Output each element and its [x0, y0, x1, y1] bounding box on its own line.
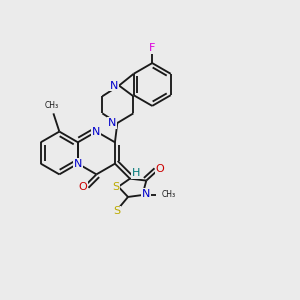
Text: CH₃: CH₃ [45, 100, 59, 109]
Text: N: N [142, 188, 150, 199]
Text: H: H [132, 168, 140, 178]
Text: N: N [108, 118, 116, 128]
Text: N: N [92, 127, 100, 136]
Text: S: S [112, 182, 120, 192]
Text: S: S [113, 206, 120, 217]
Text: N: N [74, 159, 82, 169]
Text: O: O [78, 182, 87, 192]
Text: N: N [110, 81, 118, 91]
Text: O: O [155, 164, 164, 175]
Text: CH₃: CH₃ [161, 190, 176, 199]
Text: F: F [149, 43, 155, 53]
